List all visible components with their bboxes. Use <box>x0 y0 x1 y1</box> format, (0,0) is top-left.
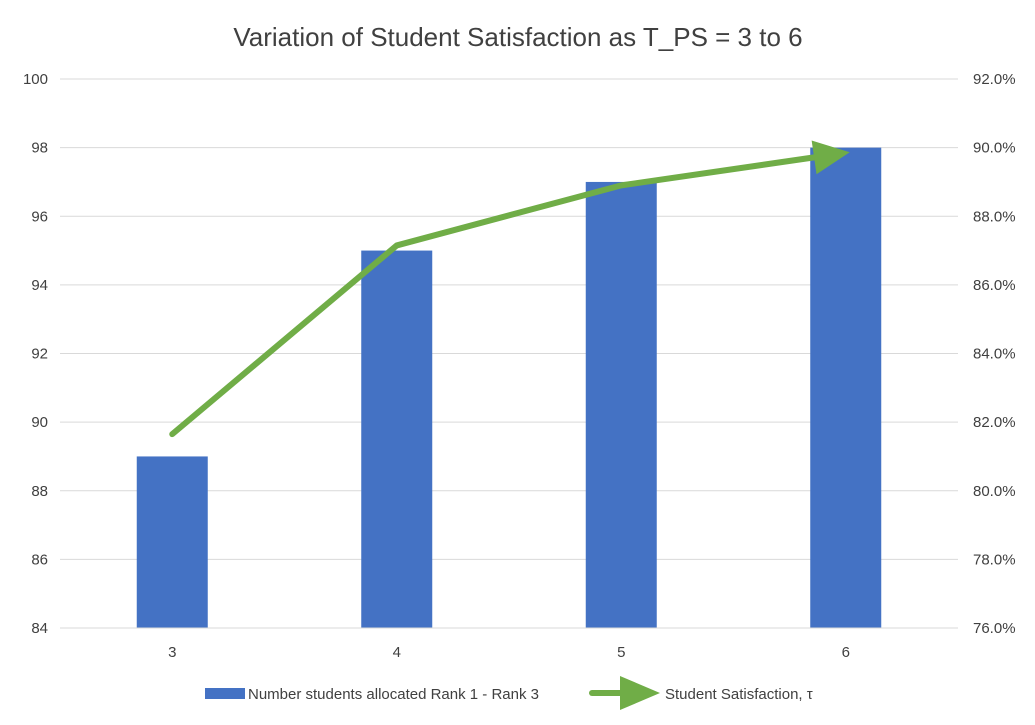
left-tick-label: 98 <box>31 140 48 157</box>
bar <box>585 181 657 628</box>
legend-bar-swatch <box>205 688 245 699</box>
x-tick-label: 4 <box>393 644 401 661</box>
bar <box>810 147 882 628</box>
x-axis: 3 4 5 6 <box>60 627 958 661</box>
legend: Number students allocated Rank 1 - Rank … <box>205 676 813 710</box>
line-end-arrow <box>811 140 850 175</box>
left-tick-label: 94 <box>31 277 48 294</box>
left-tick-label: 86 <box>31 551 48 568</box>
right-tick-label: 76.0% <box>973 620 1016 637</box>
chart-title: Variation of Student Satisfaction as T_P… <box>233 22 802 52</box>
left-tick-label: 92 <box>31 346 48 363</box>
legend-bar-label: Number students allocated Rank 1 - Rank … <box>248 686 539 703</box>
satisfaction-line <box>169 154 818 438</box>
right-tick-label: 86.0% <box>973 277 1016 294</box>
right-tick-label: 82.0% <box>973 414 1016 431</box>
left-tick-label: 88 <box>31 483 48 500</box>
left-tick-label: 90 <box>31 414 48 431</box>
legend-line-label: Student Satisfaction, τ <box>665 686 813 703</box>
left-tick-label: 84 <box>31 620 48 637</box>
left-y-axis: 84 86 88 90 92 94 96 98 100 <box>23 71 48 637</box>
x-tick-label: 3 <box>168 644 176 661</box>
legend-arrow-icon <box>620 676 660 710</box>
right-tick-label: 80.0% <box>973 483 1016 500</box>
line-series <box>169 140 850 438</box>
x-tick-label: 6 <box>842 644 850 661</box>
bar <box>361 250 433 628</box>
right-tick-label: 90.0% <box>973 140 1016 157</box>
bar <box>136 456 208 628</box>
right-y-axis: 76.0% 78.0% 80.0% 82.0% 84.0% 86.0% 88.0% 90.0%… <box>973 71 1016 637</box>
left-tick-label: 100 <box>23 71 48 88</box>
x-tick-label: 5 <box>617 644 625 661</box>
right-tick-label: 78.0% <box>973 551 1016 568</box>
right-tick-label: 88.0% <box>973 208 1016 225</box>
right-tick-label: 92.0% <box>973 71 1016 88</box>
right-tick-label: 84.0% <box>973 346 1016 363</box>
left-tick-label: 96 <box>31 208 48 225</box>
bar-series <box>136 147 882 628</box>
